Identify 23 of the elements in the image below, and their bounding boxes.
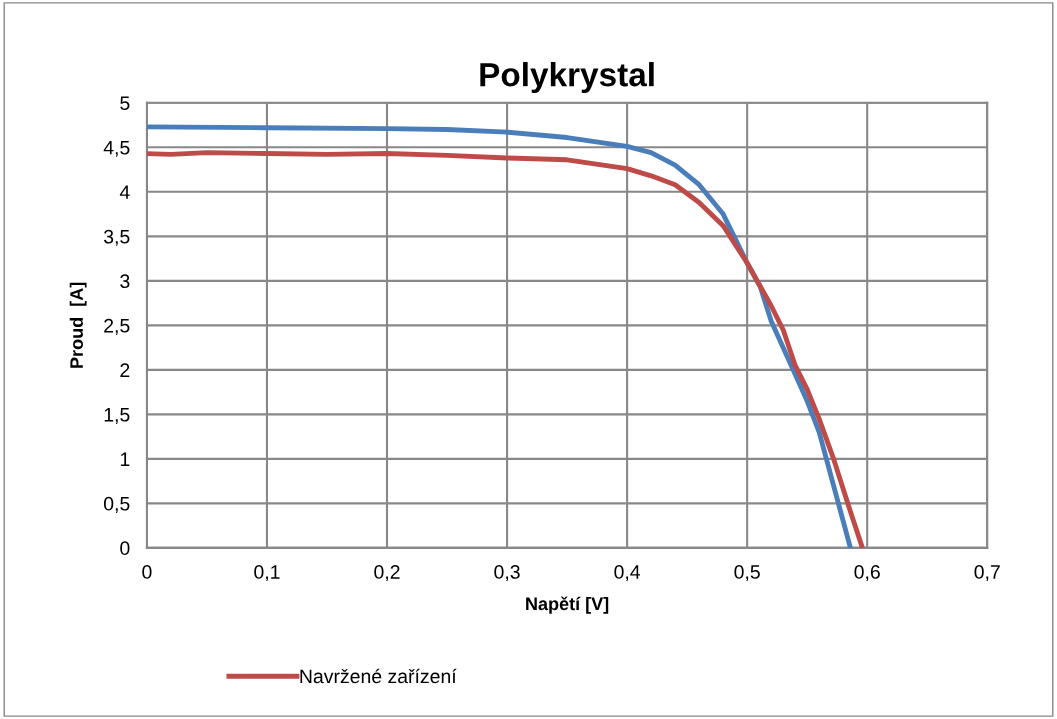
y-tick-label: 4,5: [103, 140, 130, 157]
x-tick-label: 0,1: [254, 565, 280, 582]
y-tick-label: 3: [120, 274, 130, 289]
x-tick-label: 0,6: [854, 565, 880, 582]
y-tick-label: 4: [119, 185, 130, 199]
y-tick-label: 3,5: [103, 229, 130, 246]
y-tick-label: 1: [120, 452, 130, 466]
y-tick-label: 1,5: [104, 408, 130, 424]
y-axis-title: Proud [A]: [69, 282, 87, 368]
x-tick-label: 0,2: [374, 565, 400, 582]
legend-label: Navržené zařízení: [300, 668, 457, 684]
x-tick-label: 0,7: [974, 565, 1000, 582]
y-tick-label: 2: [120, 363, 130, 377]
y-tick-label: 0,5: [103, 496, 130, 513]
x-axis-title: Napětí [V]: [526, 596, 609, 614]
y-tick-label: 2,5: [104, 318, 130, 335]
x-tick-label: 0,5: [734, 565, 760, 582]
y-tick-label: 0: [120, 541, 130, 556]
chart-title: Polykrystal: [480, 61, 654, 94]
x-tick-label: 0: [142, 565, 152, 579]
x-tick-label: 0,3: [494, 565, 520, 582]
x-tick-label: 0,4: [614, 565, 641, 582]
y-tick-label: 5: [120, 96, 130, 111]
